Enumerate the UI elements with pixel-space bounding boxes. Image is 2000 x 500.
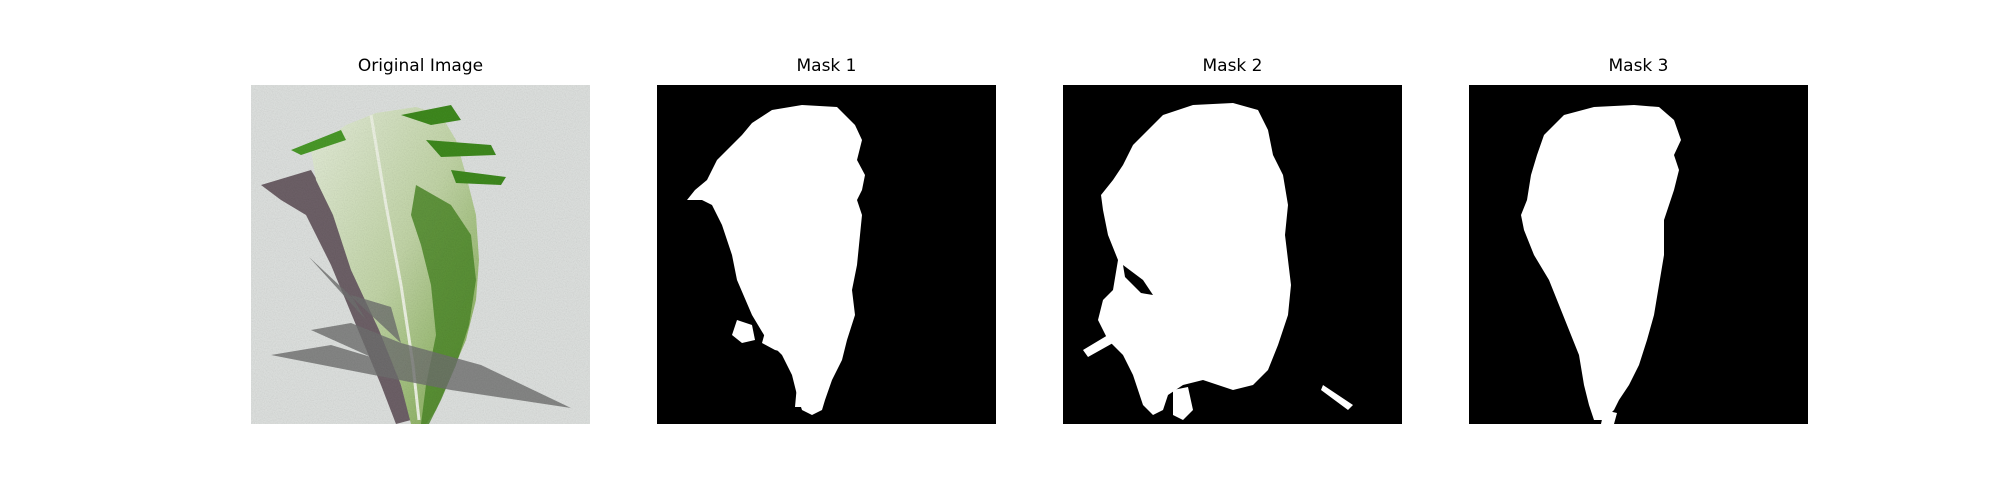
- mask-foreground: [687, 105, 865, 415]
- mask-2-title: Mask 2: [1202, 56, 1263, 76]
- leaf-tip: [401, 105, 461, 125]
- mask-foreground: [1601, 410, 1617, 424]
- mask-foreground: [822, 112, 835, 118]
- original-image-title: Original Image: [357, 56, 484, 76]
- mask-2: [1063, 85, 1402, 424]
- mask-foreground: [1321, 385, 1353, 410]
- mask-1: [657, 85, 996, 424]
- leaf-dark-region: [411, 185, 476, 424]
- original-image-panel: Original Image: [251, 56, 590, 424]
- leaf-tip: [426, 140, 496, 157]
- leaf-tip: [291, 130, 346, 155]
- mask-2-panel: Mask 2: [1063, 56, 1402, 424]
- mask-3-panel: Mask 3: [1469, 56, 1808, 424]
- leaf-midrib: [369, 114, 421, 421]
- mask-3: [1469, 85, 1808, 424]
- gray-overlay: [271, 257, 571, 408]
- mask-foreground: [1083, 335, 1113, 357]
- mask-foreground: [1521, 105, 1681, 420]
- mask-background-hole: [1123, 265, 1153, 295]
- mask-foreground: [762, 325, 787, 353]
- mask-3-title: Mask 3: [1608, 56, 1669, 76]
- mask-1-panel: Mask 1: [657, 56, 996, 424]
- leaf-tip: [451, 170, 506, 185]
- mask-foreground: [1098, 103, 1291, 415]
- mask-foreground: [795, 385, 805, 407]
- original-image: [251, 85, 590, 424]
- mask-foreground: [732, 320, 755, 343]
- mask-1-title: Mask 1: [796, 56, 857, 76]
- mask-foreground: [1173, 387, 1193, 420]
